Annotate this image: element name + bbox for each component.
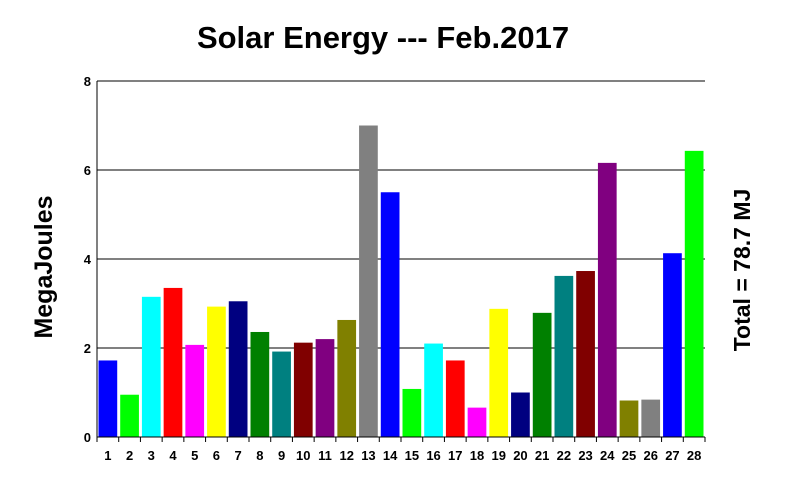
- bar-day-9: [272, 351, 291, 437]
- y-tick-label: 4: [84, 252, 92, 267]
- y-tick-labels: 0 2 4 6 8: [84, 74, 92, 445]
- bar-day-15: [402, 388, 422, 437]
- x-tick-label: 28: [687, 448, 701, 463]
- bar-day-18: [467, 407, 487, 437]
- x-tick-label: 7: [235, 448, 242, 463]
- bars: [98, 125, 704, 438]
- bar-day-26: [641, 399, 661, 437]
- x-tick-label: 24: [600, 448, 615, 463]
- bar-day-6: [207, 306, 226, 437]
- x-tick-label: 1: [104, 448, 111, 463]
- x-tick-label: 14: [383, 448, 398, 463]
- x-tick-label: 25: [622, 448, 636, 463]
- x-tick-label: 22: [557, 448, 571, 463]
- y-tick-label: 8: [84, 74, 91, 89]
- x-tick-label: 5: [191, 448, 198, 463]
- bar-day-3: [141, 296, 161, 437]
- x-tick-label: 20: [513, 448, 527, 463]
- y-tick-label: 0: [84, 430, 91, 445]
- bar-day-19: [489, 308, 509, 437]
- bar-day-7: [228, 301, 248, 437]
- bar-day-10: [293, 342, 313, 437]
- y-axis-label: MegaJoules: [30, 195, 58, 338]
- x-tick-label: 11: [318, 448, 332, 463]
- chart-title: Solar Energy --- Feb.2017: [197, 20, 569, 55]
- bar-day-22: [554, 275, 574, 437]
- bar-day-13: [359, 125, 378, 437]
- bar-day-20: [511, 392, 530, 437]
- x-tick-label: 9: [278, 448, 285, 463]
- x-tick-label: 2: [126, 448, 133, 463]
- bar-day-25: [619, 400, 639, 437]
- y-tick-label: 2: [84, 341, 91, 356]
- bar-day-24: [597, 162, 617, 437]
- x-tick-label: 3: [148, 448, 155, 463]
- total-label: Total = 78.7 MJ: [729, 189, 755, 352]
- x-tick-label: 10: [296, 448, 310, 463]
- x-tick-label: 21: [535, 448, 549, 463]
- bar-day-5: [185, 344, 205, 437]
- x-tick-labels: 1 2 3 4 5 6 7 8 9 10 11 12 13 14 15 16 17 18 19 20 21 22 23 24 2…: [104, 448, 701, 463]
- x-tick-label: 17: [448, 448, 462, 463]
- x-tick-label: 23: [578, 448, 592, 463]
- x-tick-label: 6: [213, 448, 220, 463]
- bar-day-28: [684, 150, 704, 438]
- axes: [96, 81, 706, 442]
- x-tick-label: 15: [405, 448, 419, 463]
- bar-day-1: [98, 360, 118, 437]
- x-tick-label: 26: [643, 448, 657, 463]
- x-tick-label: 4: [169, 448, 177, 463]
- x-tick-label: 13: [361, 448, 375, 463]
- bar-day-21: [532, 312, 552, 437]
- x-tick-label: 19: [491, 448, 505, 463]
- bar-day-11: [315, 339, 335, 437]
- x-tick-label: 18: [470, 448, 484, 463]
- x-tick-label: 12: [339, 448, 353, 463]
- bar-day-27: [663, 253, 682, 437]
- x-tick-label: 16: [426, 448, 440, 463]
- x-tick-label: 27: [665, 448, 679, 463]
- bar-day-2: [120, 394, 139, 437]
- bar-day-14: [380, 192, 400, 437]
- bar-day-16: [424, 343, 443, 437]
- bar-day-23: [576, 271, 595, 437]
- bar-day-4: [163, 287, 183, 437]
- x-tick-label: 8: [256, 448, 263, 463]
- bar-day-17: [445, 360, 465, 437]
- y-tick-label: 6: [84, 163, 91, 178]
- bar-day-12: [337, 319, 357, 437]
- bar-day-8: [250, 331, 270, 437]
